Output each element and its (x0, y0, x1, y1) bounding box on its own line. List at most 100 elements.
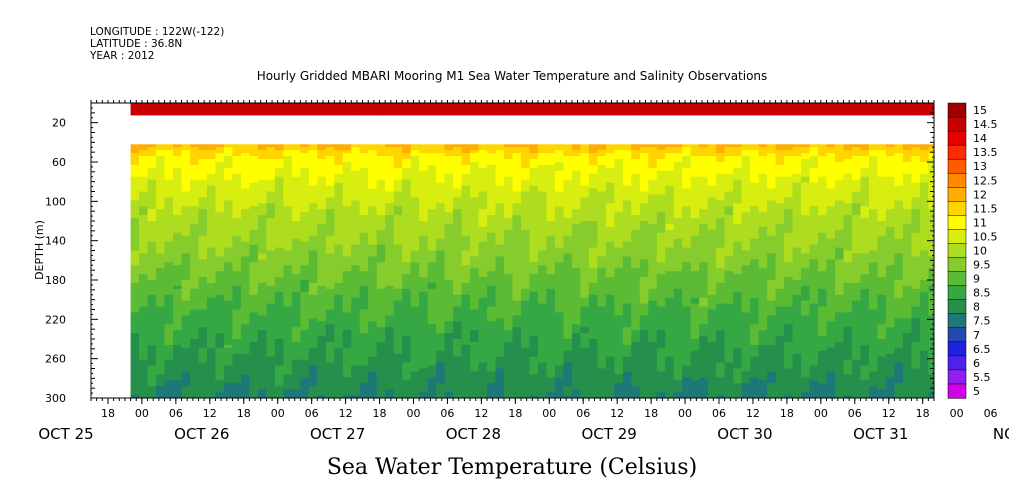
heatmap-cell (537, 159, 548, 163)
heatmap-cell (546, 288, 556, 293)
heatmap-cell (164, 265, 174, 269)
heatmap-cell (147, 173, 157, 178)
heatmap-cell (215, 232, 225, 237)
heatmap-cell (563, 218, 573, 222)
heatmap-cell (240, 241, 251, 246)
heatmap-cell (487, 318, 497, 322)
heatmap-cell (359, 271, 369, 275)
heatmap-cell (410, 188, 420, 193)
heatmap-cell (376, 368, 386, 373)
heatmap-cell (520, 374, 531, 378)
heatmap-cell (308, 105, 318, 110)
heatmap-cell (147, 274, 157, 278)
heatmap-cell (257, 392, 267, 396)
heatmap-cell (359, 350, 369, 355)
heatmap-cell (554, 144, 565, 148)
heatmap-cell (232, 303, 242, 308)
heatmap-cell (487, 256, 497, 260)
heatmap-cell (419, 179, 429, 184)
heatmap-cell (130, 150, 140, 154)
heatmap-cell (580, 197, 590, 201)
heatmap-cell (257, 256, 267, 260)
heatmap-cell (190, 218, 200, 222)
heatmap-cell (520, 392, 531, 396)
heatmap-cell (223, 350, 234, 355)
heatmap-cell (588, 221, 598, 225)
heatmap-cell (588, 223, 598, 228)
heatmap-cell (164, 312, 174, 316)
heatmap-cell (478, 262, 488, 266)
heatmap-cell (274, 203, 284, 207)
heatmap-cell (223, 282, 234, 287)
heatmap-cell (342, 297, 352, 302)
heatmap-cell (419, 206, 429, 210)
heatmap-cell (376, 271, 386, 275)
heatmap-cell (402, 389, 412, 393)
heatmap-cell (529, 274, 539, 278)
heatmap-cell (410, 347, 420, 352)
heatmap-cell (427, 232, 437, 237)
heatmap-cell (512, 182, 522, 187)
heatmap-cell (563, 294, 573, 299)
heatmap-cell (308, 280, 318, 284)
heatmap-cell (198, 359, 208, 364)
heatmap-cell (504, 362, 514, 367)
heatmap-cell (461, 185, 471, 190)
heatmap-cell (402, 159, 412, 163)
heatmap-cell (470, 209, 480, 213)
heatmap-cell (342, 309, 352, 314)
heatmap-cell (588, 247, 598, 252)
heatmap-cell (504, 380, 514, 384)
heatmap-cell (588, 350, 598, 355)
heatmap-cell (563, 327, 573, 331)
heatmap-cell (588, 259, 598, 263)
heatmap-cell (376, 274, 386, 278)
heatmap-cell (580, 253, 590, 257)
heatmap-cell (495, 380, 505, 384)
heatmap-cell (308, 291, 318, 296)
heatmap-cell (410, 356, 420, 361)
heatmap-cell (385, 268, 395, 272)
heatmap-cell (419, 256, 429, 260)
heatmap-cell (359, 147, 369, 151)
heatmap-cell (300, 303, 310, 308)
heatmap-cell (402, 209, 412, 213)
heatmap-cell (249, 336, 259, 340)
heatmap-cell (427, 150, 437, 154)
heatmap-cell (300, 185, 310, 190)
heatmap-cell (427, 383, 437, 387)
heatmap-cell (402, 353, 412, 358)
heatmap-cell (588, 353, 598, 358)
heatmap-cell (257, 330, 267, 334)
heatmap-cell (402, 226, 412, 231)
heatmap-cell (444, 303, 454, 308)
heatmap-cell (240, 321, 251, 325)
heatmap-cell (232, 241, 242, 246)
heatmap-cell (164, 315, 174, 319)
heatmap-cell (588, 336, 598, 340)
heatmap-cell (130, 159, 140, 163)
heatmap-cell (512, 164, 522, 169)
heatmap-cell (198, 235, 208, 240)
heatmap-cell (249, 147, 259, 151)
heatmap-cell (206, 389, 217, 393)
heatmap-cell (291, 259, 301, 263)
heatmap-cell (223, 374, 234, 378)
heatmap-cell (130, 324, 140, 328)
heatmap-cell (317, 162, 327, 166)
heatmap-cell (206, 229, 217, 234)
heatmap-cell (453, 226, 463, 231)
heatmap-cell (181, 274, 191, 278)
heatmap-cell (147, 377, 157, 381)
heatmap-cell (419, 347, 429, 352)
heatmap-cell (215, 309, 225, 314)
heatmap-cell (487, 159, 497, 163)
heatmap-cell (359, 386, 369, 390)
heatmap-cell (156, 303, 166, 308)
heatmap-cell (444, 350, 454, 355)
heatmap-cell (283, 223, 293, 228)
heatmap-cell (402, 268, 412, 272)
heatmap-cell (223, 392, 234, 396)
heatmap-cell (571, 179, 581, 184)
heatmap-cell (427, 318, 437, 322)
